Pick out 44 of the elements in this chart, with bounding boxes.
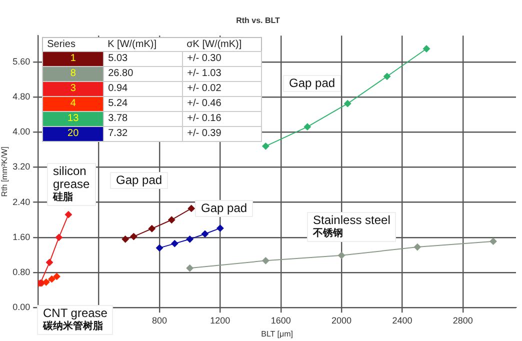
y-tick-label: 3.20	[12, 162, 30, 172]
text: 13	[42, 111, 104, 126]
annotation: 7.32	[104, 126, 183, 142]
annotation: silicon grease 硅脂	[53, 164, 90, 204]
x-axis-title: BLT [μm]	[261, 329, 293, 338]
text: 3	[42, 81, 104, 96]
annotation: 3.78	[104, 111, 183, 126]
text: 8	[42, 66, 104, 82]
annotation: CNT grease 碳纳米管树脂	[43, 306, 108, 333]
annotation: +/- 0.02	[182, 81, 262, 96]
text: 4	[42, 96, 104, 112]
x-tick-label: 800	[152, 315, 167, 326]
annotation: 0.94	[104, 81, 183, 96]
annotation: σK [W/(mK)]	[186, 38, 243, 52]
x-tick-label: 1200	[210, 315, 230, 326]
text: 1	[42, 51, 104, 66]
annotation: +/- 0.46	[182, 96, 262, 112]
y-tick-label: 0.80	[12, 266, 30, 277]
annotation: 26.80	[104, 66, 183, 82]
annotation: K [W/(mK)]	[106, 38, 158, 52]
annotation: +/- 0.39	[182, 126, 262, 142]
annotation: +/- 1.03	[182, 66, 262, 82]
y-tick-label: 1.60	[12, 232, 30, 242]
y-tick-label: 4.80	[12, 92, 30, 102]
annotation: +/- 0.30	[182, 51, 262, 66]
y-tick-label: 4.00	[12, 126, 30, 137]
y-tick-label: 0.00	[12, 302, 30, 312]
x-tick-label: 2400	[392, 315, 412, 326]
x-tick-label: 2000	[332, 315, 352, 326]
x-tick-label: 1600	[270, 315, 291, 326]
text: 20	[42, 126, 104, 142]
x-tick-label: 2800	[452, 315, 473, 326]
y-tick-label: 5.60	[12, 56, 30, 66]
annotation: Stainless steel 不锈钢	[313, 213, 390, 240]
chart-title: Rth vs. BLT	[236, 16, 280, 26]
y-axis-title: Rth [mm²K/W]	[0, 146, 10, 197]
annotation: Gap pad	[201, 201, 248, 215]
annotation: Gap pad	[116, 173, 162, 187]
annotation: +/- 0.16	[182, 111, 262, 126]
legend-title: Series	[46, 38, 76, 52]
annotation: Gap pad	[289, 76, 336, 90]
annotation: 5.03	[104, 51, 183, 66]
y-tick-label: 2.40	[12, 196, 30, 207]
annotation: 5.24	[104, 96, 183, 112]
